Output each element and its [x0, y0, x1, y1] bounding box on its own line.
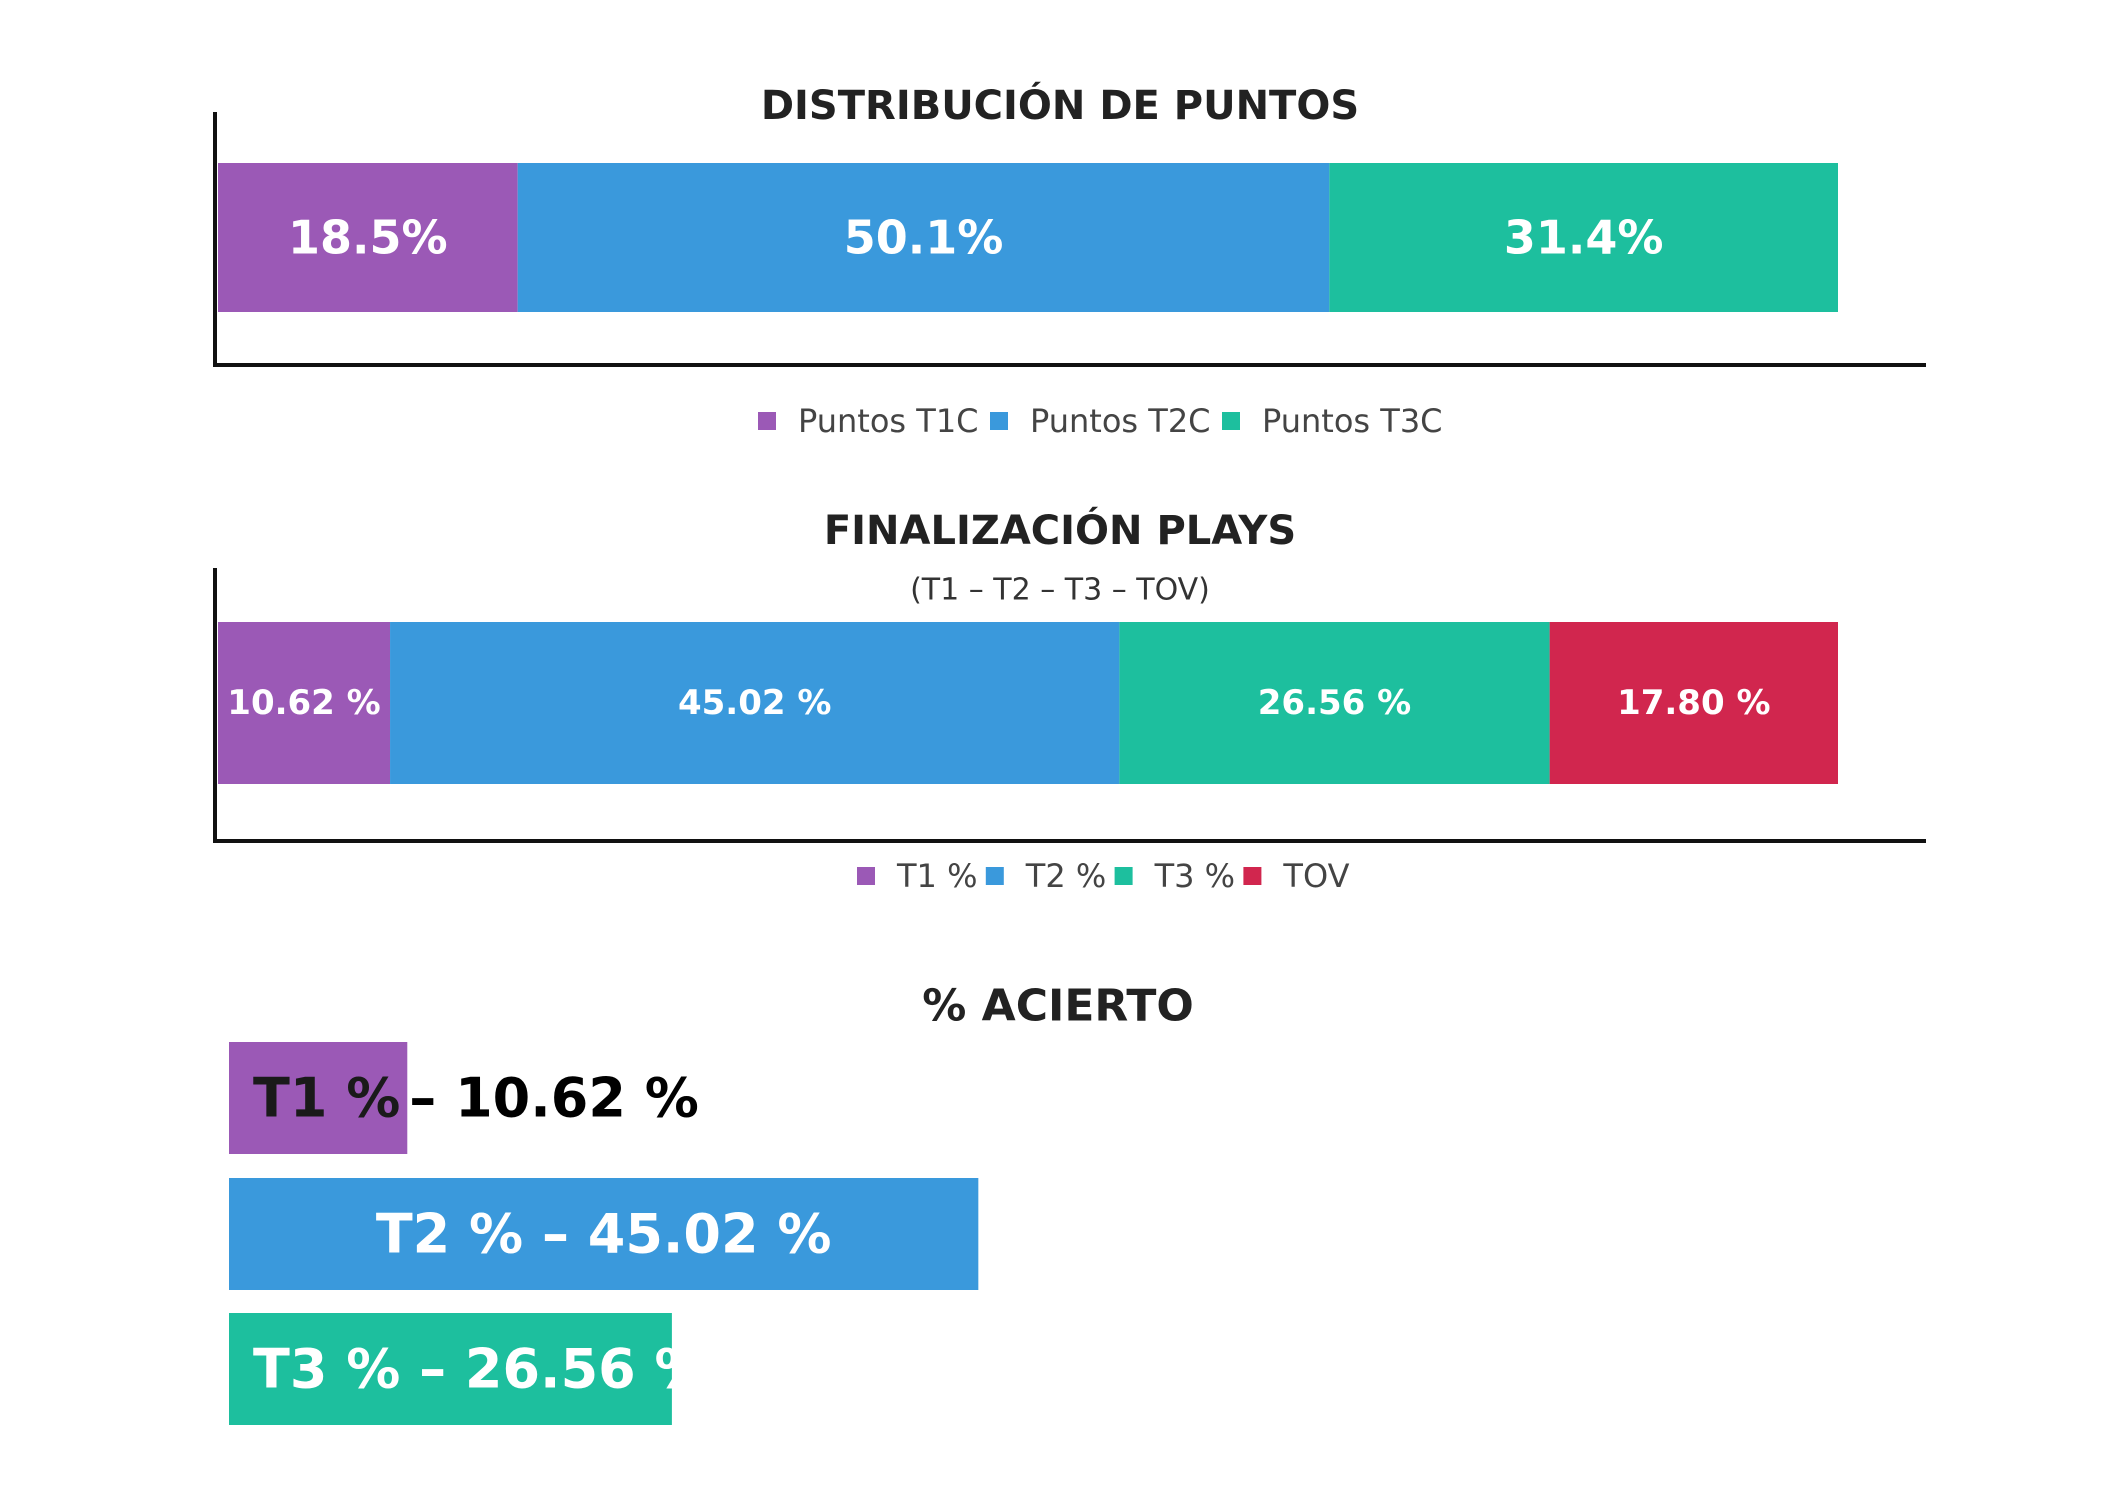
legend-swatch-3	[1222, 412, 1240, 430]
acierto-bar-3	[229, 1313, 672, 1425]
data-label-4: 17.80 %	[1617, 683, 1770, 723]
data-label-1: 18.5%	[288, 211, 448, 265]
legend-label-1: T1 %	[896, 857, 977, 895]
bar-segment-4	[1549, 622, 1838, 784]
chart-subtitle: (T1 – T2 – T3 – TOV)	[910, 573, 1210, 608]
legend-swatch-2	[985, 867, 1004, 885]
data-label-1: 10.62 %	[227, 683, 380, 723]
chart-title: FINALIZACIÓN PLAYS	[824, 506, 1296, 554]
bar-segment-3	[1329, 163, 1838, 312]
legend-label-3: Puntos T3C	[1262, 402, 1443, 440]
bar-segment-3	[1119, 622, 1550, 784]
chart-title: % ACIERTO	[922, 981, 1194, 1032]
legend-swatch-4	[1243, 867, 1262, 885]
legend-label-1: Puntos T1C	[798, 402, 979, 440]
acierto-label-2: T2 % – 45.02 %	[376, 1203, 832, 1266]
chart-title: DISTRIBUCIÓN DE PUNTOS	[761, 81, 1359, 129]
legend-swatch-1	[857, 867, 875, 885]
bar-segment-2	[517, 163, 1330, 312]
acierto-label-1: T1 %	[253, 1067, 400, 1130]
finalizacion-plays-chart: FINALIZACIÓN PLAYS (T1 – T2 – T3 – TOV) 10…	[213, 506, 1926, 895]
acierto-chart: % ACIERTO T1 % – 10.62 % T2 % – 45.02 % T3 %…	[229, 981, 1194, 1425]
data-label-3: 26.56 %	[1258, 683, 1411, 723]
bar-segment-1	[218, 163, 518, 312]
distribucion-puntos-chart: DISTRIBUCIÓN DE PUNTOS 18.5% 50.1% 31.4% Pun…	[213, 81, 1926, 440]
legend-label-3: T3 %	[1154, 857, 1235, 895]
bar-segment-1	[218, 622, 391, 784]
legend-swatch-1	[758, 412, 776, 430]
legend-swatch-2	[990, 412, 1008, 430]
acierto-bar-2	[229, 1178, 979, 1290]
legend-label-2: Puntos T2C	[1030, 402, 1211, 440]
acierto-bar-1	[229, 1042, 408, 1154]
bar-segment-2	[390, 622, 1120, 784]
data-label-2: 50.1%	[844, 211, 1004, 265]
data-label-2: 45.02 %	[678, 683, 831, 723]
acierto-value-1: – 10.62 %	[409, 1067, 699, 1130]
acierto-label-3: T3 % – 26.56 %	[253, 1338, 709, 1401]
legend-swatch-3	[1114, 867, 1133, 885]
data-label-3: 31.4%	[1504, 211, 1664, 265]
legend-label-2: T2 %	[1025, 857, 1106, 895]
legend-label-4: TOV	[1282, 857, 1349, 895]
